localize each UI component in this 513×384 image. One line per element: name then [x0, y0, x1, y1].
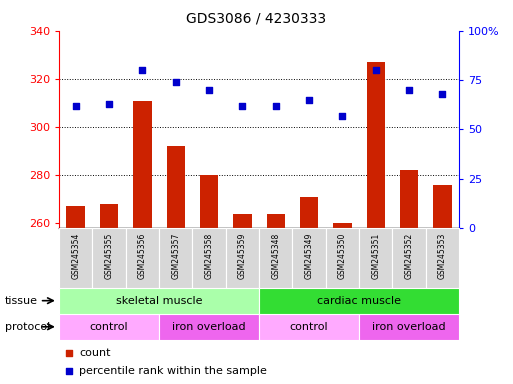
- Point: [105, 101, 113, 107]
- Text: GSM245355: GSM245355: [105, 233, 113, 279]
- Bar: [333, 223, 351, 384]
- Bar: [192, 228, 226, 288]
- Text: skeletal muscle: skeletal muscle: [116, 296, 202, 306]
- Point: [371, 67, 380, 73]
- Point: [138, 67, 146, 73]
- Bar: [167, 146, 185, 384]
- Bar: [159, 228, 192, 288]
- Point: [438, 91, 446, 97]
- Bar: [59, 288, 259, 314]
- Text: GSM245353: GSM245353: [438, 233, 447, 279]
- Text: control: control: [290, 322, 328, 332]
- Bar: [433, 185, 451, 384]
- Text: GSM245352: GSM245352: [405, 233, 413, 279]
- Bar: [59, 314, 159, 340]
- Bar: [92, 228, 126, 288]
- Bar: [67, 207, 85, 384]
- Point: [346, 271, 354, 277]
- Bar: [367, 62, 385, 384]
- Text: GSM245358: GSM245358: [205, 233, 213, 279]
- Text: GSM245359: GSM245359: [238, 233, 247, 279]
- Text: GSM245357: GSM245357: [171, 233, 180, 279]
- Bar: [126, 228, 159, 288]
- Bar: [326, 228, 359, 288]
- Bar: [259, 288, 459, 314]
- Bar: [292, 228, 326, 288]
- Text: GSM245349: GSM245349: [305, 233, 313, 279]
- Point: [338, 113, 346, 119]
- Text: GSM245356: GSM245356: [138, 233, 147, 279]
- Bar: [59, 228, 92, 288]
- Text: iron overload: iron overload: [172, 322, 246, 332]
- Text: GDS3086 / 4230333: GDS3086 / 4230333: [186, 12, 327, 25]
- Bar: [359, 314, 459, 340]
- Bar: [200, 175, 218, 384]
- Text: control: control: [90, 322, 128, 332]
- Point: [305, 97, 313, 103]
- Point: [71, 103, 80, 109]
- Bar: [259, 228, 292, 288]
- Text: count: count: [79, 348, 110, 358]
- Bar: [259, 314, 359, 340]
- Text: GSM245350: GSM245350: [338, 233, 347, 279]
- Point: [205, 87, 213, 93]
- Point: [238, 103, 246, 109]
- Point: [171, 79, 180, 85]
- Text: GSM245348: GSM245348: [271, 233, 280, 279]
- Text: protocol: protocol: [5, 322, 50, 332]
- Bar: [267, 214, 285, 384]
- Bar: [300, 197, 318, 384]
- Bar: [400, 170, 418, 384]
- Text: percentile rank within the sample: percentile rank within the sample: [79, 366, 267, 376]
- Point: [271, 103, 280, 109]
- Point: [346, 106, 354, 113]
- Bar: [233, 214, 251, 384]
- Bar: [226, 228, 259, 288]
- Bar: [392, 228, 426, 288]
- Text: GSM245351: GSM245351: [371, 233, 380, 279]
- Text: cardiac muscle: cardiac muscle: [317, 296, 401, 306]
- Bar: [359, 228, 392, 288]
- Text: GSM245354: GSM245354: [71, 233, 80, 279]
- Bar: [100, 204, 118, 384]
- Bar: [426, 228, 459, 288]
- Bar: [159, 314, 259, 340]
- Bar: [133, 101, 151, 384]
- Point: [405, 87, 413, 93]
- Text: iron overload: iron overload: [372, 322, 446, 332]
- Text: tissue: tissue: [5, 296, 38, 306]
